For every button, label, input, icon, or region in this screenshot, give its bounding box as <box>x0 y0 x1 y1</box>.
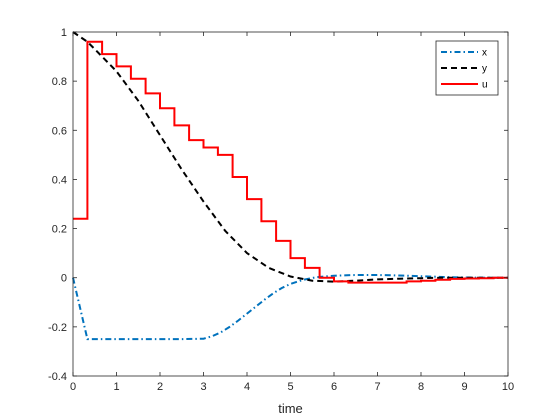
y-tick-label: -0.4 <box>48 371 67 383</box>
x-tick-label: 6 <box>331 381 337 393</box>
legend-label-y: y <box>482 64 487 75</box>
x-tick-label: 5 <box>287 381 293 393</box>
y-tick-label: 0 <box>61 273 67 285</box>
x-tick-label: 3 <box>200 381 206 393</box>
x-tick-label: 7 <box>374 381 380 393</box>
legend: xyu <box>435 40 499 96</box>
y-tick-label: 0.4 <box>52 174 67 186</box>
ticks-layer: 0 1 2 3 4 5 6 7 8 9 10 -0.4 -0.2 0 0.2 0.4 0.6 0.8 1 <box>48 27 514 393</box>
y-tick-label: 0.8 <box>52 76 67 88</box>
series-line-y <box>72 31 508 283</box>
series-line-x <box>72 274 508 341</box>
y-tick-label: 1 <box>61 27 67 39</box>
y-tick-label: 0.2 <box>52 224 67 236</box>
x-tick-label: 9 <box>461 381 467 393</box>
legend-label-u: u <box>482 80 488 91</box>
x-tick-label: 1 <box>113 381 119 393</box>
series-layer <box>72 31 508 341</box>
x-tick-label: 8 <box>418 381 424 393</box>
x-tick-label: 4 <box>244 381 250 393</box>
x-tick-label: 0 <box>70 381 76 393</box>
x-tick-label: 2 <box>157 381 163 393</box>
series-line-u <box>73 40 508 284</box>
y-tick-label: -0.2 <box>48 322 67 334</box>
legend-label-x: x <box>482 48 487 59</box>
y-tick-label: 0.6 <box>52 125 67 137</box>
x-axis-label: time <box>278 401 303 416</box>
x-tick-label: 10 <box>502 381 514 393</box>
